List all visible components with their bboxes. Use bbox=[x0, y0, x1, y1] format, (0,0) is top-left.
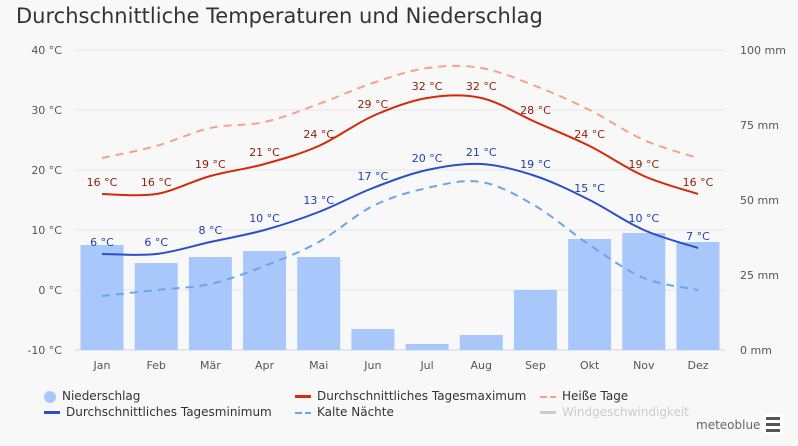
y-right-tick: 25 mm bbox=[740, 269, 779, 282]
data-label: 13 °C bbox=[303, 194, 334, 207]
series-line-durchschnittliches-tagesminimum bbox=[101, 162, 699, 256]
precipitation-bar bbox=[134, 263, 178, 350]
data-label: 20 °C bbox=[412, 152, 443, 165]
legend-swatch bbox=[295, 411, 311, 414]
data-label: 7 °C bbox=[686, 230, 710, 243]
data-label: 8 °C bbox=[199, 224, 223, 237]
y-right-tick: 100 mm bbox=[740, 44, 786, 57]
data-label: 6 °C bbox=[144, 236, 168, 249]
data-label: 19 °C bbox=[628, 158, 659, 171]
x-tick: Dez bbox=[687, 359, 708, 372]
x-tick: Jul bbox=[419, 359, 433, 372]
legend-item[interactable]: Kalte Nächte bbox=[295, 405, 394, 419]
legend-swatch bbox=[540, 395, 556, 398]
precipitation-bar bbox=[351, 329, 395, 350]
y-left-tick: 30 °C bbox=[31, 104, 62, 117]
legend-item[interactable]: Durchschnittliches Tagesminimum bbox=[44, 405, 272, 419]
y-right-tick: 50 mm bbox=[740, 194, 779, 207]
y-right-tick: 75 mm bbox=[740, 119, 779, 132]
legend-label: Durchschnittliches Tagesminimum bbox=[66, 405, 272, 419]
y-left-tick: 40 °C bbox=[31, 44, 62, 57]
x-tick: Nov bbox=[633, 359, 655, 372]
data-label: 17 °C bbox=[358, 170, 389, 183]
data-label: 24 °C bbox=[574, 128, 605, 141]
legend-item[interactable]: Windgeschwindigkeit bbox=[540, 405, 689, 419]
data-label: 24 °C bbox=[303, 128, 334, 141]
legend-label: Niederschlag bbox=[62, 389, 141, 403]
data-label: 19 °C bbox=[195, 158, 226, 171]
precipitation-bar bbox=[676, 242, 720, 350]
series-line-heiße-tage bbox=[101, 64, 699, 159]
data-label: 28 °C bbox=[520, 104, 551, 117]
data-label: 16 °C bbox=[683, 176, 714, 189]
data-label: 32 °C bbox=[466, 80, 497, 93]
y-left-tick: 0 °C bbox=[38, 284, 62, 297]
precipitation-bar bbox=[297, 257, 341, 350]
data-label: 21 °C bbox=[249, 146, 280, 159]
data-label: 10 °C bbox=[628, 212, 659, 225]
precipitation-bar bbox=[188, 257, 232, 350]
y-left-tick: 20 °C bbox=[31, 164, 62, 177]
precipitation-bar bbox=[568, 239, 612, 350]
y-left-tick: -10 °C bbox=[27, 344, 62, 357]
precipitation-bar bbox=[513, 290, 557, 350]
data-label: 29 °C bbox=[358, 98, 389, 111]
x-tick: Sep bbox=[525, 359, 546, 372]
y-left-tick: 10 °C bbox=[31, 224, 62, 237]
data-label: 16 °C bbox=[87, 176, 118, 189]
hamburger-icon[interactable] bbox=[762, 414, 784, 434]
precipitation-bar bbox=[622, 233, 666, 350]
data-label: 16 °C bbox=[141, 176, 172, 189]
legend-swatch bbox=[540, 411, 556, 414]
data-label: 15 °C bbox=[574, 182, 605, 195]
legend-item[interactable]: Niederschlag bbox=[44, 389, 140, 403]
series-line-durchschnittliches-tagesmaximum bbox=[101, 94, 699, 197]
precipitation-bar bbox=[405, 344, 449, 350]
legend-swatch bbox=[295, 395, 311, 398]
y-right-tick: 0 mm bbox=[740, 344, 772, 357]
precipitation-bar bbox=[459, 335, 503, 350]
x-tick: Apr bbox=[255, 359, 275, 372]
legend-item[interactable]: Heiße Tage bbox=[540, 389, 628, 403]
chart-title: Durchschnittliche Temperaturen und Niede… bbox=[16, 4, 543, 28]
legend-swatch bbox=[44, 411, 60, 414]
precipitation-bar bbox=[243, 251, 287, 350]
x-tick: Jan bbox=[93, 359, 111, 372]
x-tick: Okt bbox=[580, 359, 600, 372]
legend-swatch bbox=[44, 390, 56, 403]
legend-item[interactable]: Durchschnittliches Tagesmaximum bbox=[295, 389, 526, 403]
legend-label: Windgeschwindigkeit bbox=[562, 405, 689, 419]
data-label: 19 °C bbox=[520, 158, 551, 171]
x-tick: Mai bbox=[309, 359, 328, 372]
x-tick: Feb bbox=[146, 359, 165, 372]
x-tick: Aug bbox=[471, 359, 492, 372]
legend-label: Kalte Nächte bbox=[317, 405, 394, 419]
x-tick: Jun bbox=[363, 359, 381, 372]
precipitation-bar bbox=[80, 245, 124, 350]
brand-label[interactable]: meteoblue bbox=[696, 418, 761, 432]
data-label: 32 °C bbox=[412, 80, 443, 93]
legend-label: Heiße Tage bbox=[562, 389, 629, 403]
legend-label: Durchschnittliches Tagesmaximum bbox=[317, 389, 527, 403]
data-label: 21 °C bbox=[466, 146, 497, 159]
x-tick: Mär bbox=[200, 359, 221, 372]
data-label: 6 °C bbox=[90, 236, 114, 249]
data-label: 10 °C bbox=[249, 212, 280, 225]
